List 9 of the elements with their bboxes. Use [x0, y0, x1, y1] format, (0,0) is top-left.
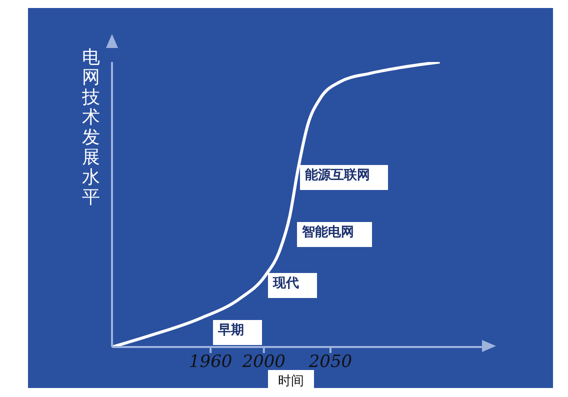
x-tick-label: 2000 [241, 352, 286, 372]
y-axis-title: 电网技术发展水平 [81, 47, 101, 208]
annotation: 智能电网 [297, 222, 372, 247]
x-axis-title: 时间 [278, 374, 304, 389]
annotation: 能源互联网 [300, 165, 388, 190]
x-tick-label: 1960 [188, 352, 232, 372]
x-tick-label: 2050 [308, 352, 352, 372]
annotation: 早期 [213, 320, 262, 345]
annotation: 现代 [268, 273, 317, 298]
